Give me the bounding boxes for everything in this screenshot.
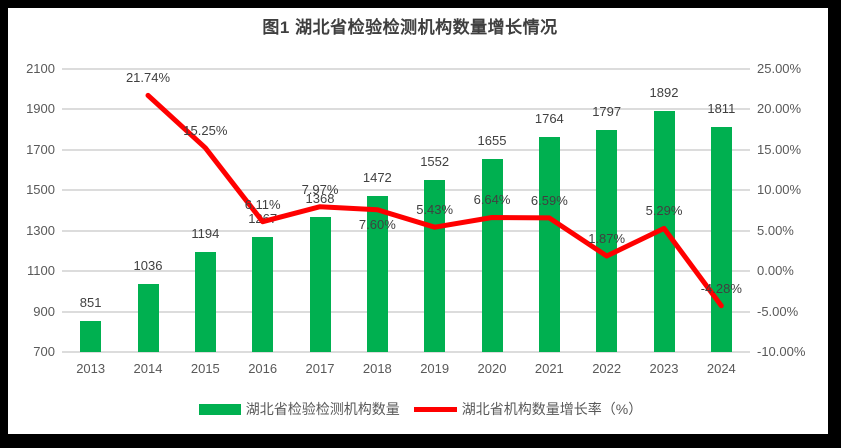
legend-bar-label: 湖北省检验检测机构数量 [245,401,400,417]
legend: 湖北省检验检测机构数量 湖北省机构数量增长率（%） [0,399,841,419]
chart-title: 图1 湖北省检验检测机构数量增长情况 [262,18,558,37]
chart-background [8,8,828,434]
legend-line-label: 湖北省机构数量增长率（%） [461,401,643,417]
line-series-swatch-icon [413,406,457,412]
bar-series-swatch-icon [198,403,241,415]
